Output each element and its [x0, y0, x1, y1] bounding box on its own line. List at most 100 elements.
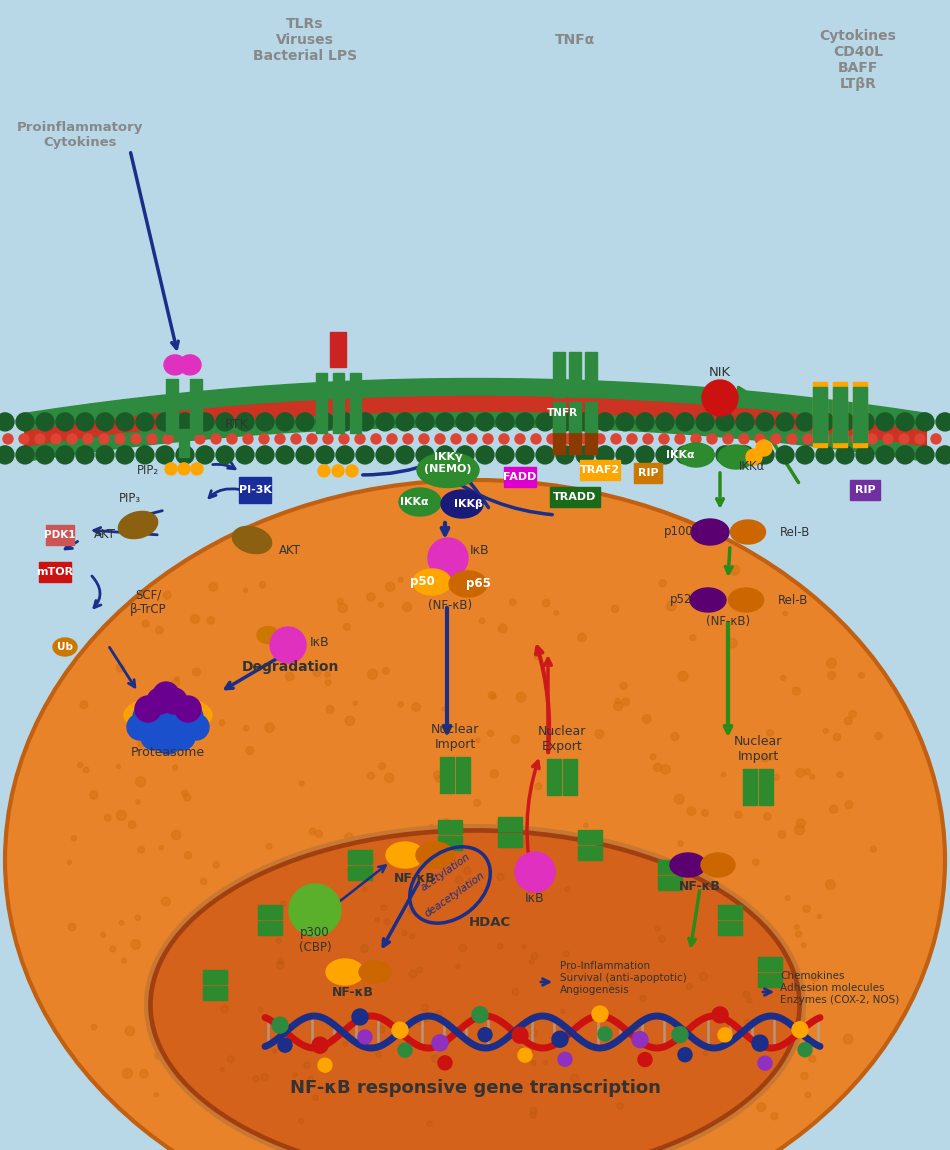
Circle shape	[786, 896, 790, 900]
Circle shape	[739, 434, 749, 444]
Text: FADD: FADD	[504, 472, 537, 482]
Circle shape	[511, 736, 520, 743]
Circle shape	[429, 1052, 439, 1063]
Circle shape	[530, 961, 539, 971]
Text: Proteasome: Proteasome	[131, 745, 205, 759]
Circle shape	[259, 582, 266, 588]
Circle shape	[281, 911, 286, 914]
Text: IκB: IκB	[525, 891, 544, 905]
Circle shape	[354, 954, 363, 963]
Circle shape	[416, 413, 434, 431]
Circle shape	[642, 1000, 647, 1005]
Circle shape	[385, 773, 393, 782]
Circle shape	[712, 1007, 728, 1022]
Circle shape	[200, 879, 207, 884]
Circle shape	[792, 1021, 808, 1037]
Circle shape	[318, 465, 330, 477]
Circle shape	[378, 1110, 388, 1119]
Circle shape	[522, 944, 526, 949]
Circle shape	[298, 1119, 304, 1124]
Circle shape	[696, 413, 714, 431]
Circle shape	[346, 465, 358, 477]
Circle shape	[293, 1073, 297, 1076]
Circle shape	[396, 446, 414, 463]
Circle shape	[803, 434, 813, 444]
Circle shape	[304, 1061, 310, 1068]
Circle shape	[554, 611, 559, 615]
Circle shape	[123, 1068, 132, 1079]
Text: NF-κB: NF-κB	[394, 872, 436, 884]
Circle shape	[636, 892, 640, 898]
Circle shape	[530, 1112, 536, 1118]
Circle shape	[183, 793, 191, 802]
Circle shape	[316, 446, 334, 463]
Circle shape	[773, 774, 779, 780]
Circle shape	[96, 413, 114, 431]
Circle shape	[883, 434, 893, 444]
Text: PI-3K: PI-3K	[238, 485, 272, 494]
Ellipse shape	[399, 488, 441, 516]
Circle shape	[491, 693, 496, 699]
Circle shape	[428, 825, 434, 830]
Circle shape	[104, 814, 111, 821]
Circle shape	[136, 776, 145, 787]
Circle shape	[702, 380, 738, 416]
Circle shape	[752, 859, 759, 866]
Circle shape	[147, 688, 173, 714]
Circle shape	[192, 668, 200, 676]
Circle shape	[723, 1114, 730, 1120]
Circle shape	[0, 446, 14, 463]
Bar	[553, 404, 565, 454]
Circle shape	[700, 973, 708, 981]
Circle shape	[512, 989, 519, 995]
Circle shape	[368, 773, 374, 780]
Circle shape	[543, 1060, 548, 1065]
Circle shape	[312, 1037, 328, 1053]
Circle shape	[356, 413, 374, 431]
Circle shape	[236, 446, 254, 463]
Bar	[833, 383, 847, 447]
Circle shape	[276, 446, 294, 463]
Circle shape	[659, 434, 669, 444]
Circle shape	[115, 434, 125, 444]
Circle shape	[811, 986, 816, 990]
Circle shape	[176, 446, 194, 463]
Circle shape	[796, 413, 814, 431]
Circle shape	[135, 915, 141, 920]
Circle shape	[381, 875, 390, 884]
Circle shape	[456, 446, 474, 463]
Circle shape	[76, 446, 94, 463]
Text: Rel-B: Rel-B	[780, 526, 810, 538]
Circle shape	[736, 446, 754, 463]
Circle shape	[136, 413, 154, 431]
Circle shape	[498, 944, 503, 949]
Circle shape	[896, 446, 914, 463]
Circle shape	[323, 434, 333, 444]
Circle shape	[563, 958, 571, 965]
Ellipse shape	[416, 842, 454, 868]
Circle shape	[56, 446, 74, 463]
Circle shape	[781, 675, 786, 681]
Circle shape	[661, 765, 671, 774]
Bar	[553, 352, 565, 398]
Circle shape	[757, 1103, 766, 1112]
Circle shape	[178, 463, 190, 475]
Bar	[550, 486, 600, 507]
Circle shape	[36, 413, 54, 431]
Circle shape	[642, 715, 651, 723]
Circle shape	[675, 434, 685, 444]
Bar	[190, 380, 202, 435]
Circle shape	[560, 1010, 565, 1013]
Circle shape	[794, 925, 799, 929]
Circle shape	[451, 434, 461, 444]
Bar	[348, 866, 372, 880]
Bar	[504, 467, 536, 486]
Circle shape	[125, 1027, 135, 1036]
Circle shape	[518, 1048, 532, 1063]
Circle shape	[724, 963, 730, 967]
Circle shape	[776, 446, 794, 463]
Circle shape	[309, 933, 313, 937]
Circle shape	[326, 705, 334, 713]
Circle shape	[483, 825, 487, 829]
Circle shape	[686, 983, 693, 989]
